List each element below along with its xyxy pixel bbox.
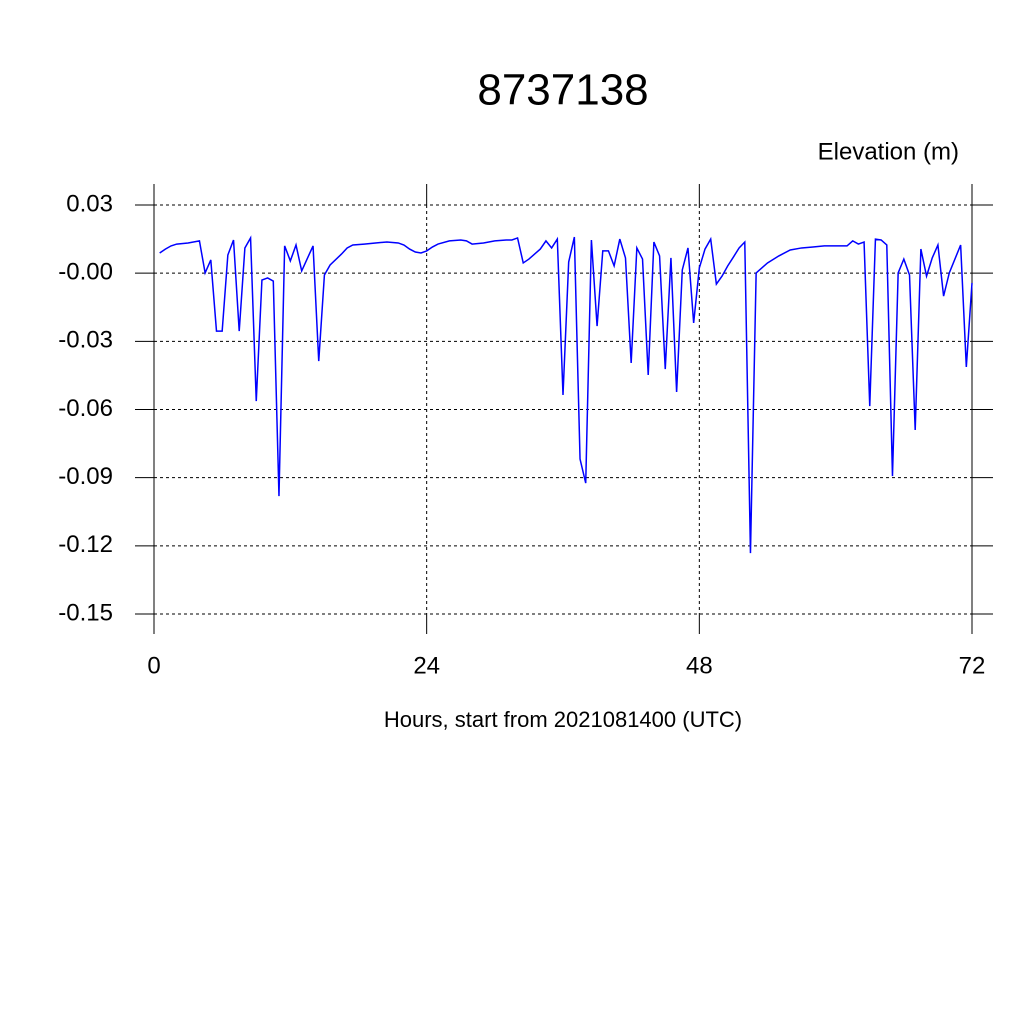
x-axis-label: Hours, start from 2021081400 (UTC) — [384, 707, 742, 732]
y-tick-label: -0.00 — [58, 259, 113, 286]
y-tick-label: -0.09 — [58, 463, 113, 490]
x-tick-label: 24 — [413, 652, 440, 679]
x-tick-label: 72 — [959, 652, 986, 679]
y-tick-label: -0.15 — [58, 599, 113, 626]
y-tick-label: -0.06 — [58, 395, 113, 422]
y-tick-label: 0.03 — [66, 190, 113, 217]
chart-title: 8737138 — [477, 66, 648, 115]
y-tick-label: -0.03 — [58, 327, 113, 354]
y-axis-label: Elevation (m) — [818, 138, 959, 165]
x-tick-label: 0 — [147, 652, 160, 679]
data-line — [159, 235, 973, 554]
x-tick-label: 48 — [686, 652, 713, 679]
y-tick-label: -0.12 — [58, 531, 113, 558]
